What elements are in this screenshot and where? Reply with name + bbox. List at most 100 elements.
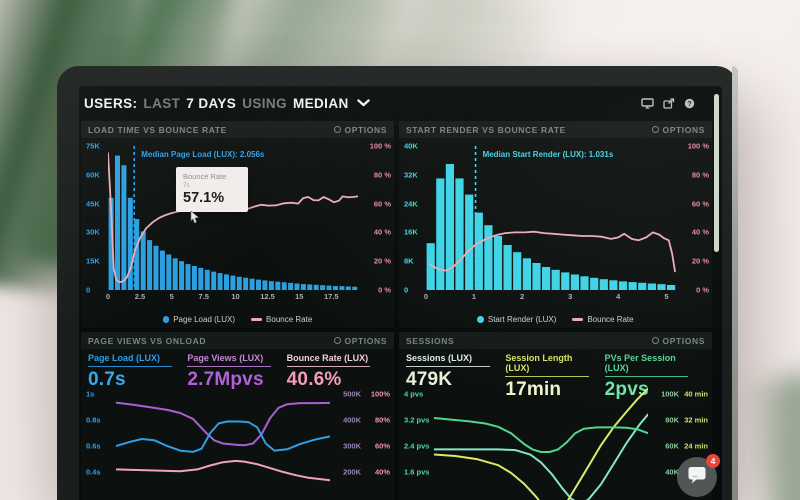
median-annotation: Median Start Render (LUX): 1.031s [482, 150, 614, 159]
metric: Page Load (LUX) 0.7s [88, 353, 187, 389]
axis-tick: 32K [404, 170, 418, 180]
metric-rule [604, 376, 689, 377]
axis-tick: 0 [423, 292, 429, 301]
y-axis-right: 100 % 80 % 60 % 40 % 20 % 0 % [361, 142, 391, 295]
axis-tick: 80% [374, 415, 390, 425]
legend-item[interactable]: Page Load (LUX) [162, 315, 235, 324]
laptop-bezel-edge [732, 66, 738, 500]
axis-tick: 0 % [378, 285, 391, 295]
axis-tick: 0.4s [86, 467, 101, 477]
svg-text:?: ? [687, 101, 691, 108]
cursor-icon [190, 211, 200, 224]
legend-label: Bounce Rate [266, 315, 313, 324]
axis-tick: 80 % [373, 170, 391, 180]
x-axis: 0 1 2 3 4 5 [423, 292, 676, 302]
metric-rule [406, 366, 490, 367]
tooltip: Bounce Rate 7s 57.1% [176, 167, 248, 224]
legend-item[interactable]: Start Render (LUX) [477, 315, 556, 324]
title-segment: 7 DAYS [186, 95, 237, 111]
legend: Page Load (LUX) Bounce Rate [81, 315, 394, 324]
metric-label: PVs Per Session (LUX) [604, 353, 676, 373]
plot [116, 384, 330, 500]
axis-tick: 0 [86, 285, 91, 295]
axis-tick: 1 [471, 292, 477, 301]
background-plant [745, 368, 800, 500]
metric-rule [187, 366, 272, 367]
metric-value: 17min [505, 379, 562, 400]
options-button[interactable]: OPTIONS [651, 125, 705, 135]
title-segment: USERS: [84, 95, 138, 111]
display-icon[interactable] [641, 98, 654, 109]
axis-tick: 3.2 pvs [404, 415, 430, 425]
laptop-screen: USERS: LAST 7 DAYS USING MEDIAN [79, 86, 722, 500]
legend-item[interactable]: Bounce Rate [572, 315, 634, 324]
panel-header: SESSIONS OPTIONS [399, 332, 712, 349]
options-label: OPTIONS [662, 335, 705, 346]
metric-value: 0.7s [88, 369, 126, 390]
axis-tick: 4 [616, 292, 621, 301]
axis-tick: 32 min [684, 415, 708, 425]
y-axis-right-2: 100% 80% 60% 40% [364, 384, 390, 500]
legend-swatch [162, 316, 170, 323]
gear-icon [651, 337, 659, 344]
axis-tick: 3 [568, 292, 573, 301]
metric: Page Views (LUX) 2.7Mpvs [187, 353, 286, 389]
axis-tick: 60K [86, 170, 100, 180]
gear-icon [651, 126, 659, 133]
y-axis-left: 40K 32K 24K 16K 8K 0 [404, 142, 424, 295]
axis-tick: 60 % [691, 199, 709, 209]
axis-tick: 24 min [684, 441, 708, 451]
metric-value: 2.7Mpvs [187, 369, 264, 390]
chart-area: Median Page Load (LUX): 2.056s Bounce Ra… [108, 146, 358, 290]
chart-canvas[interactable] [116, 384, 330, 500]
axis-tick: 40K [665, 467, 679, 477]
panel-sessions: SESSIONS OPTIONS Sessions (LUX) 479K Sessi… [399, 332, 712, 500]
axis-tick: 300K [343, 441, 361, 451]
export-icon[interactable] [663, 98, 675, 109]
options-button[interactable]: OPTIONS [333, 124, 387, 135]
metric: Sessions (LUX) 479K [406, 353, 505, 399]
title-segment: MEDIAN [292, 95, 349, 111]
median-annotation: Median Page Load (LUX): 2.056s [141, 150, 265, 159]
chart-canvas[interactable] [434, 384, 648, 500]
help-icon[interactable]: ? [684, 98, 695, 109]
chat-bubble-icon [687, 465, 707, 489]
axis-tick: 75K [86, 141, 100, 151]
axis-tick: 100% [370, 389, 390, 399]
y-axis-left: 1s 0.8s 0.6s 0.4s [86, 384, 113, 500]
axis-tick: 7.5 [198, 292, 209, 301]
metric-label: Sessions (LUX) [406, 353, 473, 363]
y-axis-right-2: 40 min 32 min 24 min [682, 384, 708, 500]
chat-button[interactable]: 4 [677, 454, 720, 497]
dashboard-topbar: USERS: LAST 7 DAYS USING MEDIAN [79, 86, 722, 120]
axis-tick: 5 [664, 292, 669, 301]
scrollbar[interactable] [714, 94, 719, 252]
panel-page-views: PAGE VIEWS VS ONLOAD OPTIONS Page Load (… [81, 332, 394, 500]
metrics-row: Page Load (LUX) 0.7s Page Views (LUX) 2.7Mp… [81, 349, 394, 389]
panel-header: LOAD TIME VS BOUNCE RATE OPTIONS [81, 121, 394, 138]
chevron-down-icon[interactable] [356, 99, 370, 107]
axis-tick: 400K [343, 415, 361, 425]
y-axis-right-1: 100K 80K 60K 40K [651, 384, 679, 500]
metric: Session Length (LUX) 17min [505, 353, 604, 399]
axis-tick: 80 % [691, 170, 709, 180]
metric-value: 40.6% [286, 369, 342, 390]
axis-tick: 80K [665, 415, 679, 425]
title-segment: USING [242, 95, 287, 111]
chart-area: 1s 0.8s 0.6s 0.4s 500K 400K 300K 200K 100% 80% 6… [81, 384, 394, 500]
chart-canvas[interactable] [426, 146, 676, 290]
axis-tick: 60K [665, 441, 679, 451]
tooltip-value: 57.1% [183, 190, 225, 206]
metric-label: Bounce Rate (LUX) [286, 353, 369, 363]
metric-value: 2pvs [604, 379, 649, 400]
axis-tick: 100K [661, 389, 679, 399]
dashboard-title-dropdown[interactable]: USERS: LAST 7 DAYS USING MEDIAN [84, 96, 370, 111]
legend-item[interactable]: Bounce Rate [251, 315, 312, 324]
options-button[interactable]: OPTIONS [333, 336, 387, 346]
options-label: OPTIONS [344, 124, 387, 135]
axis-tick: 20 % [373, 256, 391, 266]
options-button[interactable]: OPTIONS [651, 335, 705, 346]
y-axis-left: 4 pvs 3.2 pvs 2.4 pvs 1.6 pvs [404, 384, 431, 500]
legend-label: Bounce Rate [587, 315, 634, 324]
dashboard-grid: LOAD TIME VS BOUNCE RATE OPTIONS 75K 60K 4… [81, 121, 712, 500]
